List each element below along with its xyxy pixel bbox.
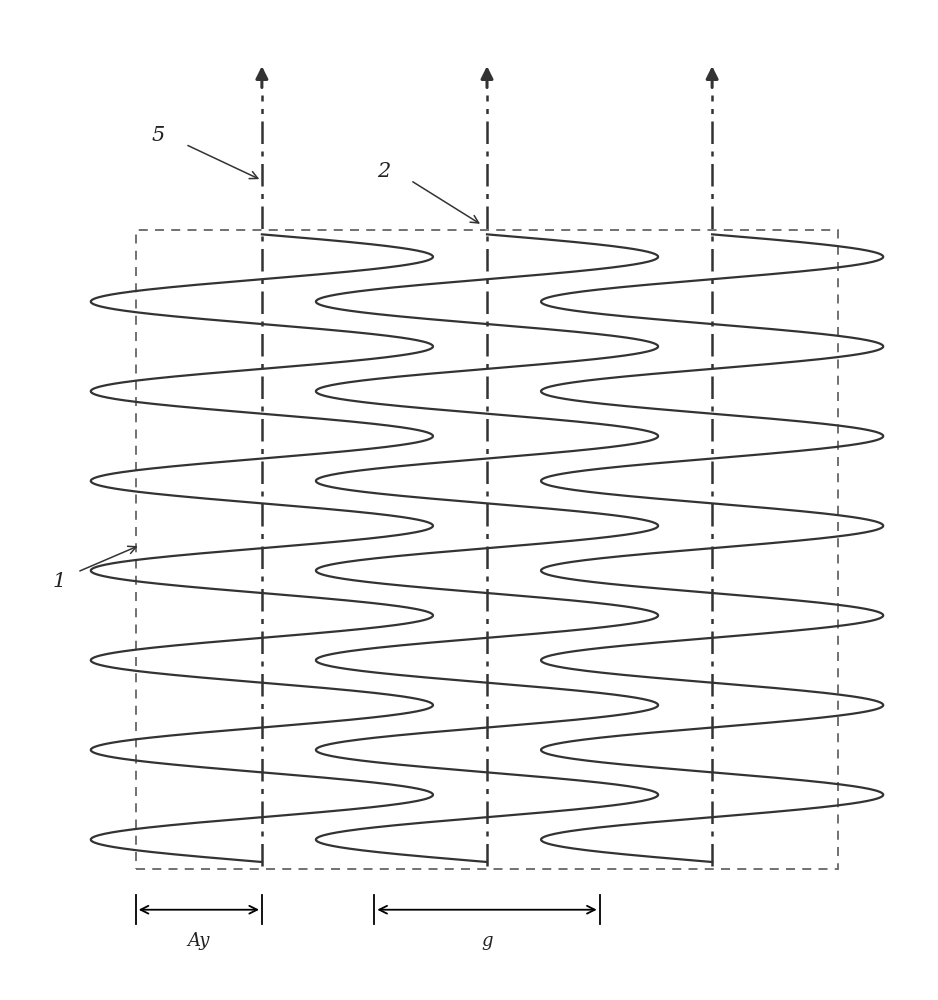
Text: g: g bbox=[481, 932, 492, 950]
Text: 2: 2 bbox=[377, 162, 390, 181]
Text: 5: 5 bbox=[152, 126, 165, 145]
Text: 1: 1 bbox=[53, 572, 66, 591]
Text: Ay: Ay bbox=[188, 932, 210, 950]
